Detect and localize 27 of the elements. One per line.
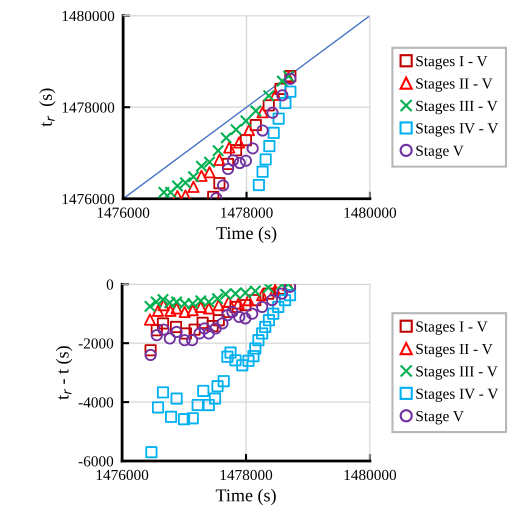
- legend-label: Stages III - V: [416, 366, 498, 380]
- x-tick-label: 1476000: [98, 208, 150, 218]
- y-tick-label: -2000: [78, 338, 114, 349]
- legend-label: Stages III - V: [416, 100, 498, 114]
- y-tick-label: -6000: [78, 456, 114, 466]
- x-tick-label: 1478000: [221, 208, 273, 218]
- y-tick-label: 1478000: [62, 102, 114, 113]
- x-axis-title: Time (s): [216, 226, 276, 243]
- y-tick-label: 0: [106, 279, 114, 290]
- y-axis-title: t$_{r}$ - t (s): [56, 346, 72, 400]
- x-tick-label: 1480000: [344, 208, 396, 218]
- legend-label: Stages II - V: [416, 78, 493, 92]
- y-tick-label: -4000: [78, 397, 114, 408]
- legend-label: Stages IV - V: [416, 388, 498, 402]
- legend-label: Stages IV - V: [416, 123, 498, 137]
- x-tick-label: 1478000: [220, 470, 272, 480]
- x-tick-label: 1480000: [344, 470, 396, 480]
- legend-label: Stage V: [416, 146, 464, 159]
- x-axis-title: Time (s): [216, 488, 276, 506]
- y-tick-label: 1480000: [62, 10, 114, 22]
- legend-label: Stages I - V: [416, 321, 488, 335]
- legend-label: Stages II - V: [416, 344, 493, 358]
- legend-label: Stage V: [416, 411, 464, 424]
- legend-label: Stages I - V: [416, 56, 488, 70]
- y-tick-label: 1476000: [62, 194, 114, 204]
- y-axis-title: t$_{r}$ (s): [39, 88, 56, 127]
- x-tick-label: 1476000: [96, 470, 148, 480]
